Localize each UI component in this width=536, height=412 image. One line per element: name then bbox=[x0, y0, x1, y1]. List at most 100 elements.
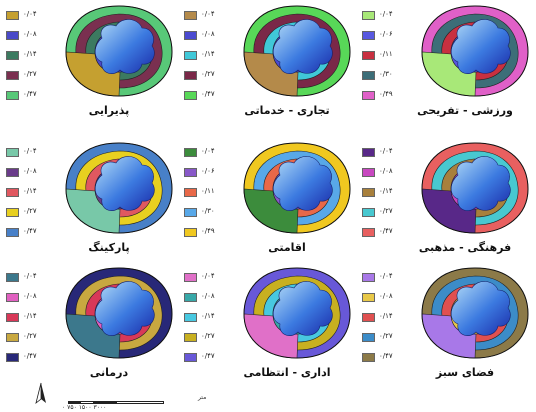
legend-value: ۰/۴۷ bbox=[23, 352, 37, 360]
north-arrow-icon bbox=[34, 381, 48, 407]
legend-swatch bbox=[6, 228, 19, 237]
legend-value: ۰/۲۷ bbox=[379, 207, 393, 215]
legend-swatch bbox=[6, 188, 19, 197]
legend-item: ۰/۱۴ bbox=[184, 312, 228, 323]
legend-swatch bbox=[184, 293, 197, 302]
legend-swatch bbox=[362, 148, 375, 157]
map-svg bbox=[240, 137, 354, 237]
legend-swatch bbox=[362, 91, 375, 100]
legend-swatch bbox=[6, 293, 19, 302]
scale-labels: ۰ ۷۵۰ ۱۵۰۰ ۳۰۰۰ bbox=[62, 404, 106, 411]
legend-value: ۰/۰۸ bbox=[201, 292, 215, 300]
legend-item: ۰/۰۸ bbox=[6, 167, 50, 178]
legend-value: ۰/۲۷ bbox=[23, 70, 37, 78]
legend-item: ۰/۰۴ bbox=[6, 147, 50, 158]
map-legend: ۰/۰۴ ۰/۰۶ ۰/۱۱ ۰/۳۰ ۰/۴۹ bbox=[184, 147, 228, 247]
legend-item: ۰/۰۴ bbox=[362, 147, 406, 158]
legend-value: ۰/۴۷ bbox=[201, 352, 215, 360]
legend-value: ۰/۰۴ bbox=[201, 147, 215, 155]
legend-item: ۰/۴۷ bbox=[184, 90, 228, 101]
map-legend: ۰/۰۴ ۰/۰۸ ۰/۱۴ ۰/۲۷ ۰/۴۷ bbox=[6, 272, 50, 372]
legend-item: ۰/۰۴ bbox=[184, 147, 228, 158]
legend-swatch bbox=[362, 228, 375, 237]
legend-item: ۰/۲۷ bbox=[362, 207, 406, 218]
legend-item: ۰/۰۸ bbox=[362, 167, 406, 178]
legend-item: ۰/۲۷ bbox=[184, 332, 228, 343]
legend-swatch bbox=[362, 168, 375, 177]
map-title: اداری - انتظامی bbox=[218, 366, 356, 379]
legend-value: ۰/۴۷ bbox=[201, 90, 215, 98]
legend-item: ۰/۰۴ bbox=[184, 10, 228, 21]
legend-value: ۰/۱۴ bbox=[201, 50, 215, 58]
map-panel-edari: ۰/۰۴ ۰/۰۸ ۰/۱۴ ۰/۲۷ ۰/۴۷ اداری - انتظامی bbox=[178, 262, 356, 394]
suitability-map bbox=[240, 0, 354, 100]
legend-value: ۰/۲۷ bbox=[201, 70, 215, 78]
legend-value: ۰/۰۸ bbox=[23, 167, 37, 175]
legend-value: ۰/۰۸ bbox=[379, 292, 393, 300]
map-legend: ۰/۰۴ ۰/۰۸ ۰/۱۴ ۰/۲۷ ۰/۴۷ bbox=[362, 272, 406, 372]
legend-item: ۰/۱۴ bbox=[362, 187, 406, 198]
legend-item: ۰/۰۸ bbox=[6, 292, 50, 303]
legend-value: ۰/۱۱ bbox=[379, 50, 393, 58]
map-panel-parking: ۰/۰۴ ۰/۰۸ ۰/۱۴ ۰/۲۷ ۰/۴۷ پارکینگ bbox=[0, 137, 178, 269]
legend-item: ۰/۴۷ bbox=[6, 352, 50, 363]
legend-item: ۰/۰۸ bbox=[184, 30, 228, 41]
legend-item: ۰/۲۷ bbox=[6, 70, 50, 81]
legend-swatch bbox=[184, 313, 197, 322]
map-svg bbox=[418, 0, 532, 100]
legend-swatch bbox=[362, 31, 375, 40]
map-panel-farhangi: ۰/۰۴ ۰/۰۸ ۰/۱۴ ۰/۲۷ ۰/۴۷ فرهنگی - مذهبی bbox=[356, 137, 534, 269]
legend-swatch bbox=[6, 51, 19, 60]
legend-value: ۰/۰۴ bbox=[23, 272, 37, 280]
map-legend: ۰/۰۴ ۰/۰۸ ۰/۱۴ ۰/۲۷ ۰/۴۷ bbox=[6, 147, 50, 247]
map-legend: ۰/۰۴ ۰/۰۸ ۰/۱۴ ۰/۲۷ ۰/۴۷ bbox=[6, 10, 50, 110]
legend-swatch bbox=[362, 71, 375, 80]
legend-value: ۰/۰۴ bbox=[379, 147, 393, 155]
map-svg bbox=[418, 137, 532, 237]
legend-item: ۰/۰۸ bbox=[184, 292, 228, 303]
map-title: پارکینگ bbox=[40, 241, 178, 254]
map-svg bbox=[240, 262, 354, 362]
legend-value: ۰/۰۸ bbox=[23, 292, 37, 300]
suitability-map bbox=[62, 262, 176, 362]
legend-item: ۰/۴۷ bbox=[6, 90, 50, 101]
map-title: اقامتی bbox=[218, 241, 356, 254]
legend-item: ۰/۴۹ bbox=[362, 90, 406, 101]
legend-swatch bbox=[6, 11, 19, 20]
legend-item: ۰/۴۷ bbox=[6, 227, 50, 238]
legend-swatch bbox=[362, 11, 375, 20]
legend-swatch bbox=[362, 188, 375, 197]
legend-swatch bbox=[184, 188, 197, 197]
legend-item: ۰/۱۴ bbox=[362, 312, 406, 323]
legend-item: ۰/۱۱ bbox=[184, 187, 228, 198]
legend-value: ۰/۱۴ bbox=[23, 187, 37, 195]
legend-swatch bbox=[184, 91, 197, 100]
legend-item: ۰/۰۴ bbox=[362, 272, 406, 283]
map-panel-tejari: ۰/۰۴ ۰/۰۸ ۰/۱۴ ۰/۲۷ ۰/۴۷ تجاری - خدماتی bbox=[178, 0, 356, 132]
legend-item: ۰/۰۶ bbox=[184, 167, 228, 178]
legend-swatch bbox=[184, 11, 197, 20]
legend-value: ۰/۴۷ bbox=[23, 90, 37, 98]
legend-value: ۰/۳۰ bbox=[379, 70, 393, 78]
legend-value: ۰/۰۴ bbox=[379, 10, 393, 18]
map-panel-fazaye-sabz: ۰/۰۴ ۰/۰۸ ۰/۱۴ ۰/۲۷ ۰/۴۷ فضای سبز bbox=[356, 262, 534, 394]
legend-item: ۰/۳۰ bbox=[362, 70, 406, 81]
legend-value: ۰/۰۶ bbox=[201, 167, 215, 175]
legend-value: ۰/۴۹ bbox=[201, 227, 215, 235]
map-title: فرهنگی - مذهبی bbox=[396, 241, 534, 254]
legend-swatch bbox=[6, 31, 19, 40]
legend-item: ۰/۴۹ bbox=[184, 227, 228, 238]
legend-item: ۰/۲۷ bbox=[362, 332, 406, 343]
legend-item: ۰/۳۰ bbox=[184, 207, 228, 218]
scale-bar: متر ۰ ۷۵۰ ۱۵۰۰ ۳۰۰۰ bbox=[56, 394, 164, 412]
legend-swatch bbox=[362, 293, 375, 302]
legend-swatch bbox=[6, 168, 19, 177]
legend-value: ۰/۱۴ bbox=[23, 50, 37, 58]
legend-swatch bbox=[184, 208, 197, 217]
map-title: درمانی bbox=[40, 366, 178, 379]
legend-swatch bbox=[6, 91, 19, 100]
map-svg bbox=[62, 137, 176, 237]
suitability-map bbox=[240, 262, 354, 362]
legend-item: ۰/۰۶ bbox=[362, 30, 406, 41]
suitability-map bbox=[418, 0, 532, 100]
